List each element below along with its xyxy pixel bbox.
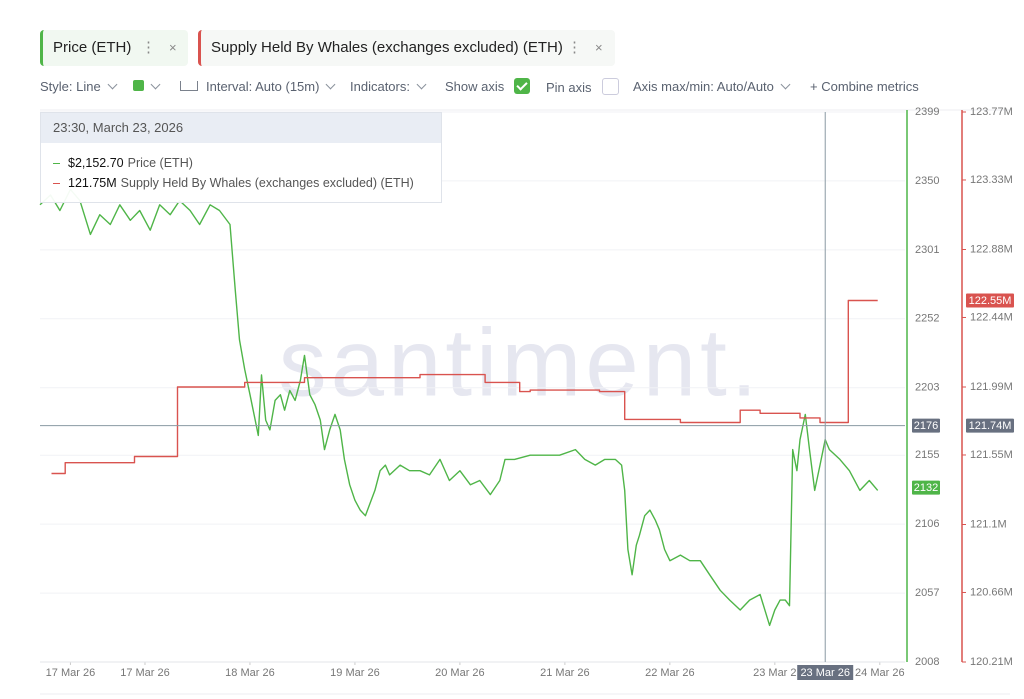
tab-close[interactable]: ×: [595, 40, 603, 55]
y2-tick-label: 121.55M: [970, 449, 1013, 461]
label: + Combine metrics: [810, 79, 919, 94]
crosshair-x-badge: 23 Mar 26: [797, 665, 854, 680]
label: Pin axis: [546, 80, 592, 95]
tooltip-series-name: Supply Held By Whales (exchanges exclude…: [120, 176, 414, 190]
tooltip-value: 121.75M: [68, 176, 117, 190]
x-tick-label: 24 Mar 26: [855, 667, 905, 679]
axis-minmax-select[interactable]: Axis max/min: Auto/Auto: [633, 78, 791, 96]
badge-label: 122.55M: [969, 295, 1012, 307]
y2-tick-label: 122.88M: [970, 243, 1013, 255]
series-line: [51, 299, 878, 475]
tooltip: 23:30, March 23, 2026 $2,152.70 Price (ET…: [40, 112, 442, 203]
interval-select[interactable]: Interval: Auto (15m): [180, 78, 336, 96]
y2-tick-label: 122.44M: [970, 311, 1013, 323]
series-dash: [53, 182, 60, 185]
label: Indicators:: [350, 79, 410, 94]
combine-metrics-button[interactable]: + Combine metrics: [810, 78, 919, 96]
tooltip-value: $2,152.70: [68, 156, 124, 170]
x-tick-label: 19 Mar 26: [330, 667, 380, 679]
tab-label: Price (ETH): [53, 39, 132, 56]
y2-tick-label: 123.77M: [970, 106, 1013, 118]
y2-tick-label: 120.21M: [970, 656, 1013, 668]
y-tick-label: 2106: [915, 518, 939, 530]
last-value-badge: 2132: [912, 480, 940, 495]
badge-bg: [797, 665, 854, 680]
tooltip-series-name: Price (ETH): [127, 156, 193, 170]
y-tick-label: 2399: [915, 106, 939, 118]
y-tick-label: 2350: [915, 175, 939, 187]
tab-label: Supply Held By Whales (exchanges exclude…: [211, 39, 563, 56]
y-tick-label: 2057: [915, 587, 939, 599]
badge-label: 23 Mar 26: [800, 667, 850, 679]
y2-tick-label: 121.99M: [970, 381, 1013, 393]
x-tick-label: 18 Mar 26: [225, 667, 275, 679]
tab-menu[interactable]: ⋮: [567, 39, 582, 56]
last-value-badge: 122.55M: [966, 293, 1014, 308]
badge-bg: [912, 418, 940, 433]
tab-menu[interactable]: ⋮: [141, 39, 156, 56]
badge-label: 2132: [914, 482, 938, 494]
y-tick-label: 2301: [915, 244, 939, 256]
tab-close[interactable]: ×: [169, 40, 177, 55]
crosshair-y2-badge: 121.74M: [966, 418, 1014, 433]
style-select[interactable]: Style: Line: [40, 78, 118, 96]
x-tick-label: 22 Mar 26: [645, 667, 695, 679]
tooltip-rows: $2,152.70 Price (ETH) 121.75M Supply Held B…: [41, 143, 441, 193]
badge-label: 121.74M: [969, 420, 1012, 432]
y2-tick-label: 123.33M: [970, 174, 1013, 186]
y2-tick-label: 120.66M: [970, 586, 1013, 598]
x-tick-label: 20 Mar 26: [435, 667, 485, 679]
label: Interval: Auto (15m): [206, 79, 320, 94]
x-tick-label: 17 Mar 26: [120, 667, 170, 679]
label: Axis max/min: Auto/Auto: [633, 79, 774, 94]
indicators-select[interactable]: Indicators:: [350, 78, 427, 96]
color-select[interactable]: [133, 78, 161, 96]
x-tick-label: 17 Mar 26: [46, 667, 96, 679]
series-line: [39, 188, 879, 627]
tooltip-row: $2,152.70 Price (ETH): [53, 153, 441, 173]
tooltip-row: 121.75M Supply Held By Whales (exchanges …: [53, 173, 441, 193]
y2-tick-label: 121.1M: [970, 518, 1007, 530]
y-tick-label: 2252: [915, 313, 939, 325]
watermark: santiment.: [279, 309, 762, 416]
badge-bg: [966, 293, 1014, 308]
crosshair-y-badge: 2176: [912, 418, 940, 433]
badge-bg: [912, 480, 940, 495]
badge-bg: [966, 418, 1014, 433]
series-dash: [53, 162, 60, 165]
badge-label: 2176: [914, 420, 938, 432]
label: Show axis: [445, 79, 505, 94]
label: Style: Line: [40, 79, 101, 94]
metric-tab[interactable]: Supply Held By Whales (exchanges exclude…: [198, 30, 615, 66]
x-tick-label: 23 Mar 2: [753, 667, 796, 679]
x-tick-label: 21 Mar 26: [540, 667, 590, 679]
color-swatch: [133, 80, 144, 91]
checkbox: [601, 78, 619, 95]
pin-axis-toggle[interactable]: Pin axis: [546, 78, 619, 97]
metric-tab[interactable]: Price (ETH) ⋮ ×: [40, 30, 188, 66]
ruler-icon: [180, 81, 198, 91]
y-tick-label: 2008: [915, 656, 939, 668]
tooltip-title: 23:30, March 23, 2026: [41, 113, 441, 143]
y-tick-label: 2155: [915, 449, 939, 461]
checkbox-checked: [514, 78, 531, 94]
y-tick-label: 2203: [915, 382, 939, 394]
show-axis-toggle[interactable]: Show axis: [445, 78, 531, 96]
